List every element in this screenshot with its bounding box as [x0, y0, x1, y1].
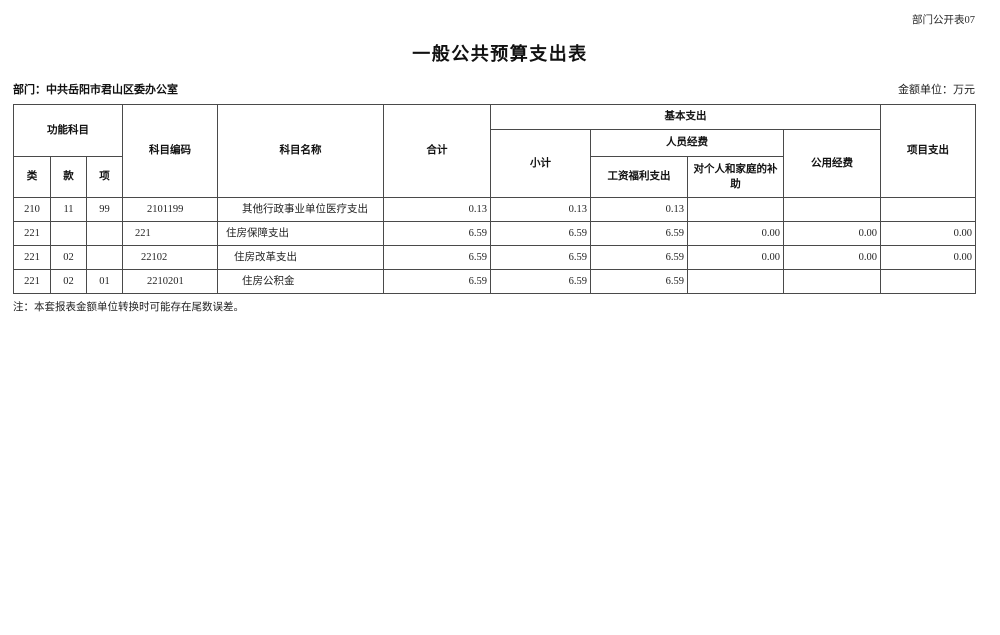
header-public: 公用经费	[783, 129, 881, 198]
cell-class: 221	[13, 269, 51, 294]
cell-family: 0.00	[687, 245, 784, 270]
table-row: 210 11 99 2101199 其他行政事业单位医疗支出 0.13 0.13 0.13	[13, 197, 976, 222]
cell-total: 6.59	[383, 245, 491, 270]
meta-row: 部门：中共岳阳市君山区委办公室 金额单位：万元	[13, 81, 975, 97]
header-code: 科目编码	[122, 104, 218, 198]
header-section: 款	[50, 156, 87, 198]
cell-subtotal: 0.13	[490, 197, 591, 222]
header-total: 合计	[383, 104, 491, 198]
cell-item	[86, 245, 123, 270]
cell-name: 住房改革支出	[217, 245, 384, 270]
cell-project	[880, 269, 976, 294]
header-personnel: 人员经费	[590, 129, 784, 157]
cell-total: 6.59	[383, 269, 491, 294]
table-row: 221 02 01 2210201 住房公积金 6.59 6.59 6.59	[13, 269, 976, 294]
cell-section: 02	[50, 269, 87, 294]
cell-family	[687, 269, 784, 294]
cell-project: 0.00	[880, 245, 976, 270]
header-wage: 工资福利支出	[590, 156, 688, 198]
cell-public	[783, 269, 881, 294]
cell-section: 02	[50, 245, 87, 270]
cell-subtotal: 6.59	[490, 245, 591, 270]
cell-section	[50, 221, 87, 246]
header-func-subject: 功能科目	[13, 104, 123, 157]
cell-code: 2101199	[122, 197, 218, 222]
cell-public: 0.00	[783, 221, 881, 246]
header-family: 对个人和家庭的补助	[687, 156, 784, 198]
cell-code: 2210201	[122, 269, 218, 294]
cell-wage: 6.59	[590, 221, 688, 246]
cell-class: 210	[13, 197, 51, 222]
table-row: 221 02 22102 住房改革支出 6.59 6.59 6.59 0.00 0.00 0.00	[13, 245, 976, 270]
header-project: 项目支出	[880, 104, 976, 198]
cell-item: 99	[86, 197, 123, 222]
cell-code: 221	[122, 221, 218, 246]
footnote: 注：本套报表金额单位转换时可能存在尾数误差。	[13, 302, 244, 313]
header-basic: 基本支出	[490, 104, 881, 130]
cell-total: 0.13	[383, 197, 491, 222]
cell-subtotal: 6.59	[490, 269, 591, 294]
cell-name: 住房公积金	[217, 269, 384, 294]
cell-item: 01	[86, 269, 123, 294]
header-item: 项	[86, 156, 123, 198]
cell-wage: 6.59	[590, 245, 688, 270]
cell-project: 0.00	[880, 221, 976, 246]
header-subtotal: 小计	[490, 129, 591, 198]
cell-family: 0.00	[687, 221, 784, 246]
budget-table: 功能科目 科目编码 科目名称 合计 基本支出 项目支出 小计 人员经费 公用经费…	[13, 104, 976, 294]
cell-project	[880, 197, 976, 222]
cell-subtotal: 6.59	[490, 221, 591, 246]
page-title: 一般公共预算支出表	[412, 44, 588, 64]
cell-item	[86, 221, 123, 246]
doc-label: 部门公开表07	[912, 15, 975, 26]
cell-class: 221	[13, 245, 51, 270]
header-class: 类	[13, 156, 51, 198]
cell-total: 6.59	[383, 221, 491, 246]
cell-code: 22102	[122, 245, 218, 270]
header-name: 科目名称	[217, 104, 384, 198]
cell-public	[783, 197, 881, 222]
cell-name: 住房保障支出	[217, 221, 384, 246]
cell-name: 其他行政事业单位医疗支出	[217, 197, 384, 222]
cell-section: 11	[50, 197, 87, 222]
unit-line: 金额单位：万元	[898, 84, 975, 96]
cell-wage: 6.59	[590, 269, 688, 294]
cell-public: 0.00	[783, 245, 881, 270]
department-line: 部门：中共岳阳市君山区委办公室	[13, 84, 178, 96]
cell-wage: 0.13	[590, 197, 688, 222]
cell-family	[687, 197, 784, 222]
table-body: 210 11 99 2101199 其他行政事业单位医疗支出 0.13 0.13 0.13 22…	[13, 197, 976, 294]
table-row: 221 221 住房保障支出 6.59 6.59 6.59 0.00 0.00 0.00	[13, 221, 976, 246]
cell-class: 221	[13, 221, 51, 246]
